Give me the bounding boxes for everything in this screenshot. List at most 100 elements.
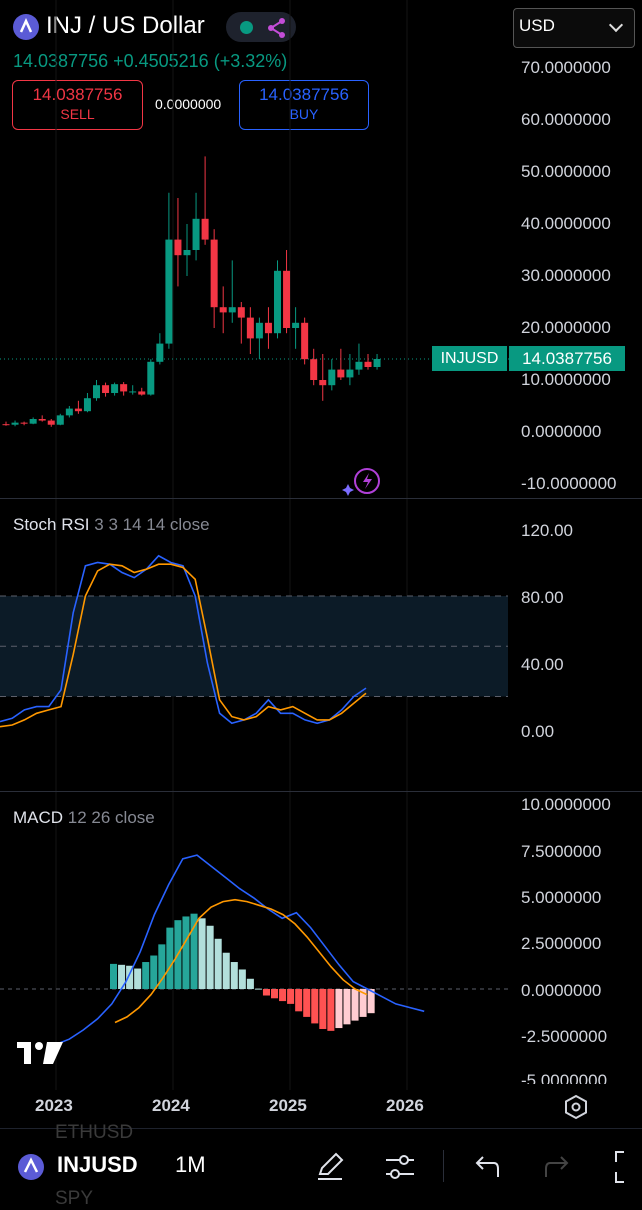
stoch-rsi-chart[interactable] [0,500,510,790]
price-tick: 60.0000000 [521,110,611,129]
macd-histogram-bar [118,964,126,989]
candle-body [364,361,372,367]
macd-histogram-bar [295,989,303,1012]
macd-histogram-bar [166,927,174,989]
macd-histogram-bar [359,989,367,1017]
tradingview-logo-icon [17,1042,63,1064]
macd-histogram-bar [214,938,222,989]
price-tick: 50.0000000 [521,162,611,181]
grid-lines [55,0,408,1090]
pane-divider[interactable] [0,498,642,499]
sell-button[interactable]: 14.0387756 SELL [12,80,143,130]
candle-body [93,385,100,399]
candle-body [11,422,19,425]
stoch-rsi-params: 3 3 14 14 close [94,515,210,534]
macd-histogram-bar [327,989,335,1031]
buy-price: 14.0387756 [259,85,349,104]
macd-histogram-bar [158,944,166,989]
candle-body [192,218,200,250]
status-pill[interactable] [226,12,296,42]
time-tick: 2024 [152,1096,190,1115]
candle-body [111,384,119,393]
price-tag-value: 14.0387756 [509,346,625,371]
watchlist-ghost-symbol: SPY [55,1188,94,1209]
stoch-tick: 0.00 [521,722,555,741]
candle-body [147,361,155,395]
time-tick: 2026 [386,1096,424,1115]
interval-selector[interactable]: 1M [175,1152,206,1177]
macd-histogram-bar [254,988,262,990]
symbol-title[interactable]: INJ / US Dollar [46,12,205,39]
candle-body [20,422,28,424]
stoch-tick: 40.00 [521,655,564,674]
price-tag-symbol: INJUSD [432,346,507,371]
currency-select[interactable] [513,8,635,48]
candlestick-chart[interactable] [0,0,510,500]
candle-body [174,239,182,256]
inj-logo-icon [19,18,33,33]
macd-histogram-bar [238,969,246,989]
macd-params: 12 26 close [67,808,155,827]
buy-button[interactable]: 14.0387756 BUY [239,80,369,130]
candle-body [337,369,345,378]
candle-body [47,420,55,425]
candle-body [310,359,318,380]
bottom-toolbar [0,1128,642,1200]
macd-histogram-bar [287,989,295,1004]
macd-tick: 5.0000000 [521,888,602,907]
lightning-icon[interactable] [342,466,386,498]
macd-histogram-bar [303,989,311,1017]
macd-histogram-bar [335,989,343,1029]
macd-histogram-bar [198,918,206,989]
macd-histogram-bar [134,968,142,989]
drawing-pen-icon[interactable] [314,1150,346,1182]
fullscreen-icon[interactable] [612,1150,642,1184]
macd-name: MACD [13,808,64,827]
macd-histogram-bar [222,952,230,989]
macd-histogram-bar [150,955,158,989]
sell-label: SELL [60,106,95,122]
indicators-sliders-icon[interactable] [384,1152,416,1182]
price-tick: 10.0000000 [521,370,611,389]
macd-signal-line [114,898,368,1024]
candle-body [120,384,128,392]
stoch-k-line [0,554,367,725]
redo-icon[interactable] [544,1153,574,1181]
symbol-selector[interactable]: INJUSD [57,1152,138,1177]
candle-body [201,218,209,240]
macd-histogram-bar [230,962,238,989]
macd-histogram-bar [142,962,150,989]
macd-chart[interactable] [0,793,510,1085]
macd-histogram-bar [343,989,351,1025]
symbol-coin-icon[interactable] [17,1153,45,1181]
pane-divider[interactable] [0,791,642,792]
candle-body [292,322,300,328]
candle-body [228,307,236,313]
candle-body [237,307,245,318]
macd-histogram-bar [190,913,198,989]
candle-body [274,270,281,334]
price-tick: 30.0000000 [521,266,611,285]
candle-body [2,424,10,426]
macd-histogram-bar [246,978,254,989]
candle-body [65,408,73,416]
macd-tick: 7.5000000 [521,842,602,861]
stoch-tick: 80.00 [521,588,564,607]
candle-body [156,343,164,362]
toolbar-separator [443,1150,444,1182]
macd-histogram-bar [279,989,287,1002]
macd-histogram-bar [262,989,270,996]
settings-hexagon-icon[interactable] [563,1094,589,1120]
macd-label[interactable]: MACD 12 26 close [13,808,155,828]
candle-body [373,358,381,367]
candle-body [56,415,64,425]
macd-tick: 10.0000000 [521,795,611,814]
macd-tick: -2.5000000 [521,1027,608,1046]
candle-body [165,239,173,344]
undo-icon[interactable] [470,1153,500,1181]
candle-body [328,369,336,386]
stoch-rsi-label[interactable]: Stoch RSI 3 3 14 14 close [13,515,210,535]
stoch-d-line [0,563,367,728]
share-icon[interactable] [266,17,288,39]
macd-histogram-bar [311,989,319,1024]
